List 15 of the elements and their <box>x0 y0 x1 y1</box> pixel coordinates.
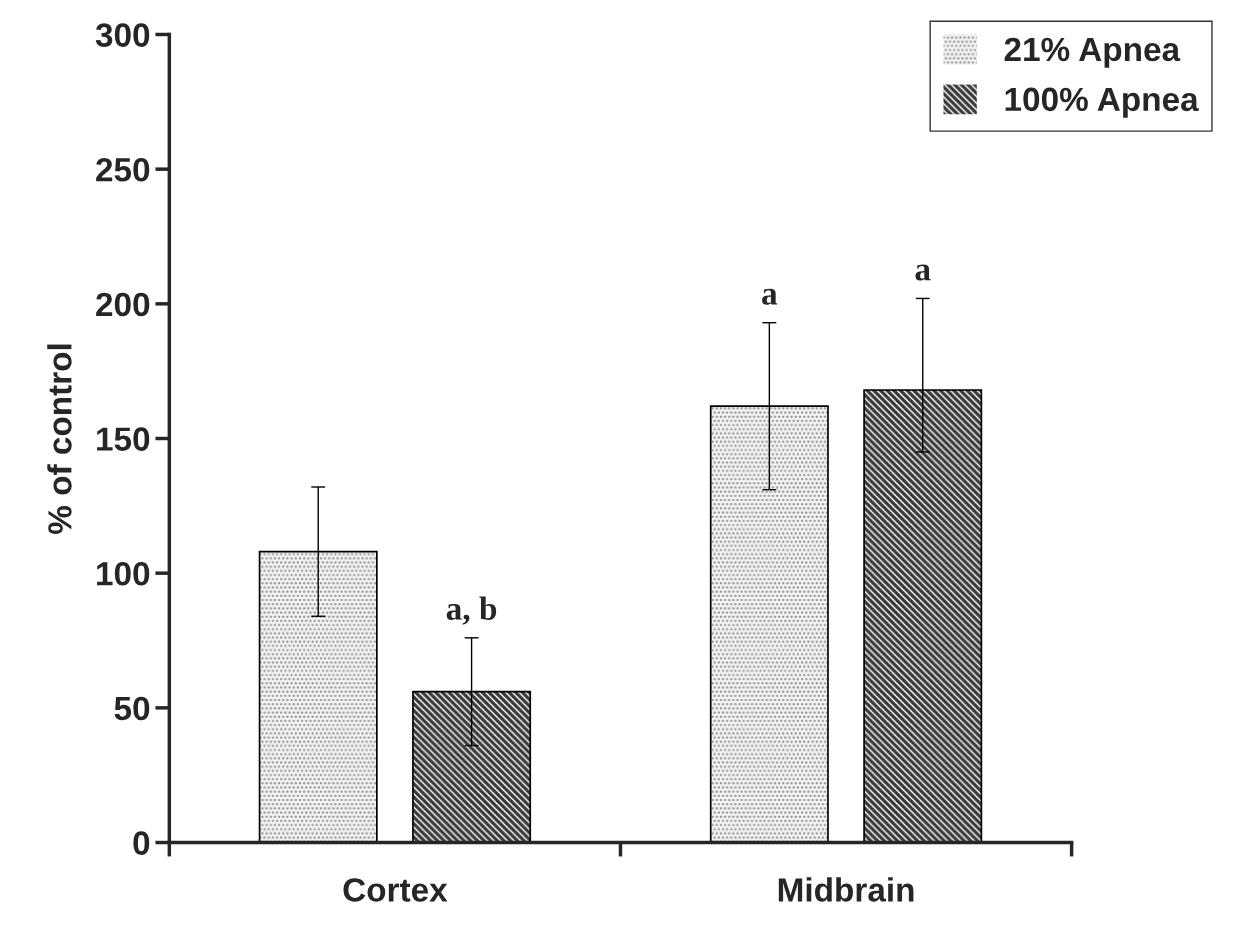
legend-label: 100% Apnea <box>1005 87 1199 118</box>
y-tick-label: 150 <box>97 427 150 451</box>
y-axis-title: % of control <box>47 344 72 534</box>
y-tick-label: 0 <box>133 831 150 855</box>
y-tick-label: 250 <box>96 157 150 182</box>
annotation: a <box>915 264 931 281</box>
x-tick-label: Midbrain <box>778 877 914 902</box>
y-tick-label: 200 <box>96 292 150 317</box>
legend-label: 21% Apnea <box>1004 37 1181 68</box>
y-tick-label: 100 <box>97 561 150 586</box>
x-tick-label: Cortex <box>343 878 448 902</box>
y-tick-label: 50 <box>114 696 150 721</box>
y-tick-label: 300 <box>95 23 150 47</box>
annotation: a, b <box>446 596 497 625</box>
annotation: a <box>762 288 778 305</box>
